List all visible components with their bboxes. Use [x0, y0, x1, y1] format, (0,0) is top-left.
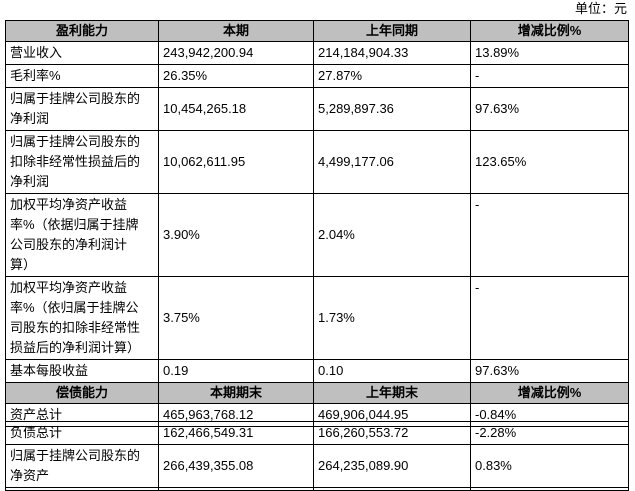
table-cell: 0.10 — [313, 359, 471, 383]
header-cell: 盈利能力 — [5, 20, 159, 42]
table-cell: 加权平均净资产收益 率%（依据归属于挂牌 公司股东的净利润计 算） — [5, 193, 159, 277]
table-row: 归属于挂牌公司股东的 净利润 10,454,265.18 5,289,897.36 9… — [5, 87, 629, 131]
table-row: 负债总计 162,466,549.31 166,260,553.72 -2.28% — [5, 421, 629, 445]
table-cell: 基本每股收益 — [5, 359, 159, 383]
financial-table: 盈利能力 本期 上年同期 增减比例% 营业收入 243,942,200.94 214,184… — [5, 20, 629, 427]
table-cell: 97.63% — [470, 359, 629, 383]
table-cell: 0.19 — [158, 359, 314, 383]
header-cell: 上年期末 — [313, 382, 471, 404]
table-row: 加权平均净资产收益 率%（依归属于挂牌公 司股东的扣除非经常性 损益后的净利润计… — [5, 276, 629, 360]
table-cell: 123.65% — [470, 130, 629, 194]
table-cell: 1.73% — [313, 276, 471, 360]
table-cell: 10,454,265.18 — [158, 87, 314, 131]
header-cell: 偿债能力 — [5, 382, 159, 404]
table-cell: 266,439,355.08 — [158, 444, 314, 488]
table-cell: 2.04% — [313, 193, 471, 277]
table-cell: 264,235,089.90 — [313, 444, 471, 488]
table-cell: 3.90% — [158, 193, 314, 277]
table-cell: 162,466,549.31 — [158, 421, 314, 445]
table-row: 营业收入 243,942,200.94 214,184,904.33 13.89% — [5, 41, 629, 65]
table-cell: - — [470, 193, 629, 277]
table-cell: 243,942,200.94 — [158, 41, 314, 65]
table-row: 归属于挂牌公司股东的 净资产 266,439,355.08 264,235,089.… — [5, 444, 629, 488]
table-cell: 归属于挂牌公司股东的 净资产 — [5, 444, 159, 488]
table-row: 基本每股收益 0.19 0.10 97.63% — [5, 359, 629, 383]
table-cell: 3.75% — [158, 276, 314, 360]
table-cell: 负债总计 — [5, 421, 159, 445]
table-cell — [158, 487, 314, 491]
table-cell: - — [470, 64, 629, 88]
table-cell: 加权平均净资产收益 率%（依归属于挂牌公 司股东的扣除非经常性 损益后的净利润计… — [5, 276, 159, 360]
table-cell — [470, 487, 629, 491]
table-cell: 10,062,611.95 — [158, 130, 314, 194]
table-cell: 26.35% — [158, 64, 314, 88]
header-cell: 本期 — [158, 20, 314, 42]
table-row — [5, 487, 629, 491]
unit-label: 单位：元 — [574, 1, 627, 16]
table-cell: 5,289,897.36 — [313, 87, 471, 131]
table-cell: 归属于挂牌公司股东的 净利润 — [5, 87, 159, 131]
table-cell — [313, 487, 471, 491]
table-cell — [5, 487, 159, 491]
table-cell: 营业收入 — [5, 41, 159, 65]
header-row: 偿债能力 本期期末 上年期末 增减比例% — [5, 382, 629, 404]
header-cell: 增减比例% — [470, 20, 629, 42]
header-row: 盈利能力 本期 上年同期 增减比例% — [5, 20, 629, 42]
financial-table-continued: 负债总计 162,466,549.31 166,260,553.72 -2.28% 归属… — [5, 421, 629, 491]
table-row: 毛利率% 26.35% 27.87% - — [5, 64, 629, 88]
table-cell: 毛利率% — [5, 64, 159, 88]
table-cell: 97.63% — [470, 87, 629, 131]
table-row: 归属于挂牌公司股东的 扣除非经常性损益后的 净利润 10,062,611.95 4,… — [5, 130, 629, 194]
table-cell: - — [470, 276, 629, 360]
table-cell: -2.28% — [470, 421, 629, 445]
table-cell: 0.83% — [470, 444, 629, 488]
table-cell: 214,184,904.33 — [313, 41, 471, 65]
header-cell: 增减比例% — [470, 382, 629, 404]
header-cell: 上年同期 — [313, 20, 471, 42]
table-cell: 166,260,553.72 — [313, 421, 471, 445]
table-cell: 27.87% — [313, 64, 471, 88]
table-cell: 13.89% — [470, 41, 629, 65]
table-row: 加权平均净资产收益 率%（依据归属于挂牌 公司股东的净利润计 算） 3.90% 2.… — [5, 193, 629, 277]
table-cell: 归属于挂牌公司股东的 扣除非经常性损益后的 净利润 — [5, 130, 159, 194]
header-cell: 本期期末 — [158, 382, 314, 404]
table-cell: 4,499,177.06 — [313, 130, 471, 194]
